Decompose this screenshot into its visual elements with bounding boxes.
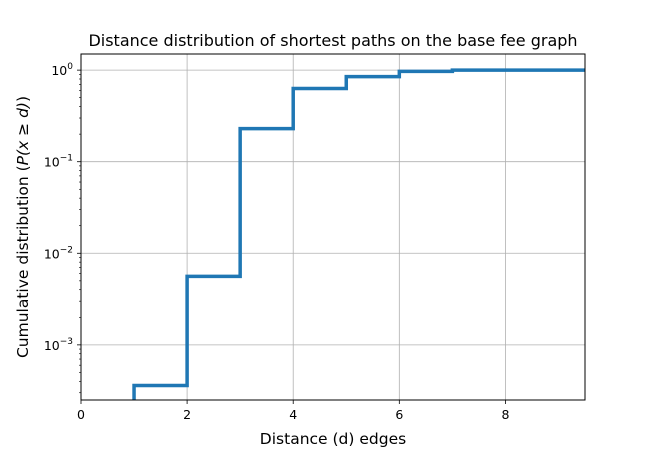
grid-lines [80,54,585,400]
x-tick-label: 2 [183,407,191,422]
x-tick-label: 6 [395,407,403,422]
y-axis-label-prefix: Cumulative distribution ( [14,165,32,358]
x-axis-ticks: 0 2 4 6 8 [77,400,509,422]
series-step-line [132,68,585,400]
plot-frame [80,53,586,401]
chart-title: Distance distribution of shortest paths … [88,31,577,50]
y-axis-label-suffix: ) [14,96,32,102]
y-axis-label-math: P(x ≥ d) [14,102,32,165]
x-tick-label: 8 [501,407,509,422]
x-tick-label: 0 [77,407,85,422]
x-tick-label: 4 [289,407,297,422]
y-axis-ticks: 10−3 10−2 10−1 100 [44,62,81,394]
series-layer [132,68,585,400]
y-tick-label: 10−3 [44,337,73,353]
y-tick-label: 10−1 [44,154,73,170]
x-axis-label: Distance (d) edges [260,430,406,448]
y-axis-label: Cumulative distribution (P(x ≥ d)) [14,96,32,358]
y-tick-label: 100 [51,62,73,78]
y-tick-label: 10−2 [44,245,73,261]
